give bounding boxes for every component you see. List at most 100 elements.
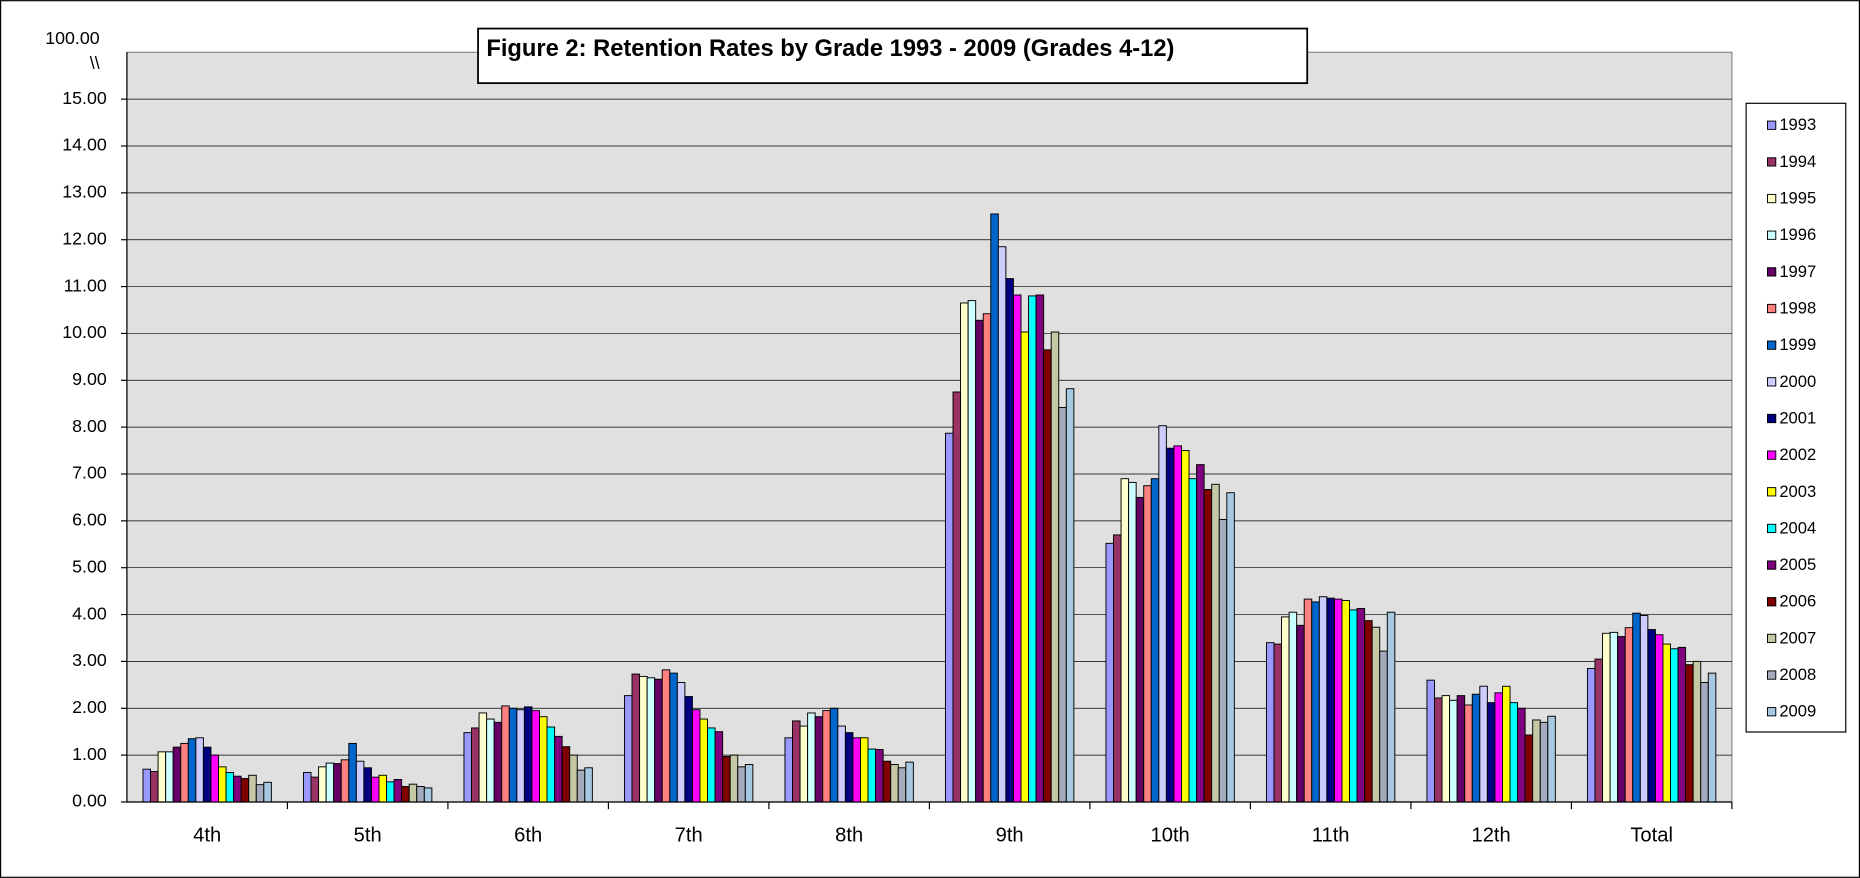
bar [737,766,746,803]
bar [318,766,327,803]
bar [150,771,159,803]
axis-break-mark: \\ [90,53,100,73]
legend-label: 2009 [1779,702,1816,721]
legend-swatch [1767,450,1777,460]
y-tick-label: 12.00 [62,228,107,248]
bar [1692,660,1702,803]
bar [370,776,380,803]
bar [1700,682,1709,803]
bar [386,781,395,803]
bar [1464,704,1473,803]
y-tick-label: 0.00 [72,791,107,811]
bar [860,737,869,803]
bar [180,742,189,803]
bar [1379,650,1388,803]
bar [1158,425,1167,803]
bar [1326,597,1335,803]
bar [1281,616,1290,803]
legend-swatch [1767,523,1777,534]
bar [363,767,372,803]
bar [225,771,235,803]
bar [897,767,907,803]
legend-swatch [1767,707,1777,717]
bar [997,246,1007,803]
bar [676,682,686,803]
bar [1524,734,1534,803]
x-tick-label: 9th [996,825,1024,847]
bar [210,754,219,803]
bar [960,302,969,803]
bar [1449,699,1458,803]
axis-break-label: 100.00 [45,28,99,48]
y-tick-label: 3.00 [72,650,107,670]
bar [561,746,571,803]
bar [416,786,425,803]
bar [1065,388,1075,803]
bar [1494,692,1503,803]
bar [1341,600,1351,803]
legend-swatch [1767,303,1777,314]
bar [471,727,480,803]
bar [1647,629,1656,803]
y-tick-label: 1.00 [72,744,107,764]
legend-label: 2007 [1779,628,1816,647]
bar [187,738,197,803]
y-tick-label: 10.00 [62,322,107,342]
bar [1311,601,1320,803]
legend-label: 1999 [1779,335,1816,354]
bar [1371,626,1381,803]
legend-swatch [1767,340,1777,350]
bar [1609,631,1619,803]
bar [546,726,556,803]
bar [707,727,716,803]
bar [646,677,656,803]
bar [1211,483,1220,803]
bar [172,746,182,803]
bar [1028,295,1037,803]
bar [501,705,510,803]
bar [1128,481,1137,803]
bar [1677,646,1687,803]
bar [822,710,831,803]
bar [1602,632,1611,803]
legend-label: 2002 [1779,445,1816,464]
legend-label: 1997 [1779,262,1816,281]
legend-label: 2008 [1779,665,1816,684]
bar [195,737,204,803]
bar [1486,702,1496,803]
y-tick-label: 6.00 [72,510,107,530]
bar [539,716,548,803]
bar [882,760,892,803]
legend-swatch [1767,157,1777,167]
bar [1333,598,1343,803]
legend-label: 1995 [1779,189,1816,208]
bar [508,707,518,803]
bar [478,712,488,803]
legend-swatch [1767,230,1777,240]
x-tick-label: 5th [354,825,382,847]
x-tick-label: 10th [1151,825,1190,847]
bar [1685,664,1694,803]
bar [1547,715,1556,803]
bar [1386,611,1396,803]
x-tick-label: 8th [835,825,863,847]
bar [661,669,671,803]
bar [202,746,212,803]
y-tick-label: 2.00 [72,697,107,717]
bar [1196,464,1205,803]
bar [255,784,265,803]
bar [378,774,388,803]
bar [233,775,242,803]
bar [1135,496,1145,803]
bar [157,751,167,803]
bar [569,754,578,803]
bar [1173,445,1182,803]
bar [1113,534,1122,803]
bar [1035,294,1045,803]
bar [967,300,977,803]
bar [890,764,899,803]
bar [325,762,335,803]
legend-box [1745,102,1847,733]
bar [905,761,914,803]
bar [302,771,312,803]
